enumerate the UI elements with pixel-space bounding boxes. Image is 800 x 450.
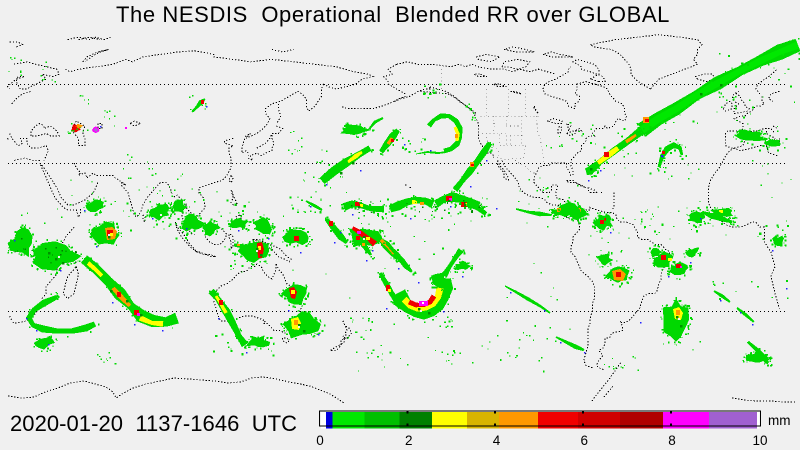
svg-text:0: 0 (316, 433, 324, 448)
svg-text:2020-01-20 1137-1646 UTC: 2020-01-20 1137-1646 UTC (10, 411, 297, 436)
svg-text:6: 6 (581, 433, 589, 448)
svg-text:The NESDIS Operational Blend: The NESDIS Operational Blended RR over G… (116, 2, 670, 27)
svg-text:4: 4 (493, 433, 501, 448)
svg-text:8: 8 (668, 433, 676, 448)
svg-text:mm: mm (768, 413, 791, 428)
svg-text:10: 10 (752, 433, 767, 448)
svg-text:2: 2 (405, 433, 413, 448)
